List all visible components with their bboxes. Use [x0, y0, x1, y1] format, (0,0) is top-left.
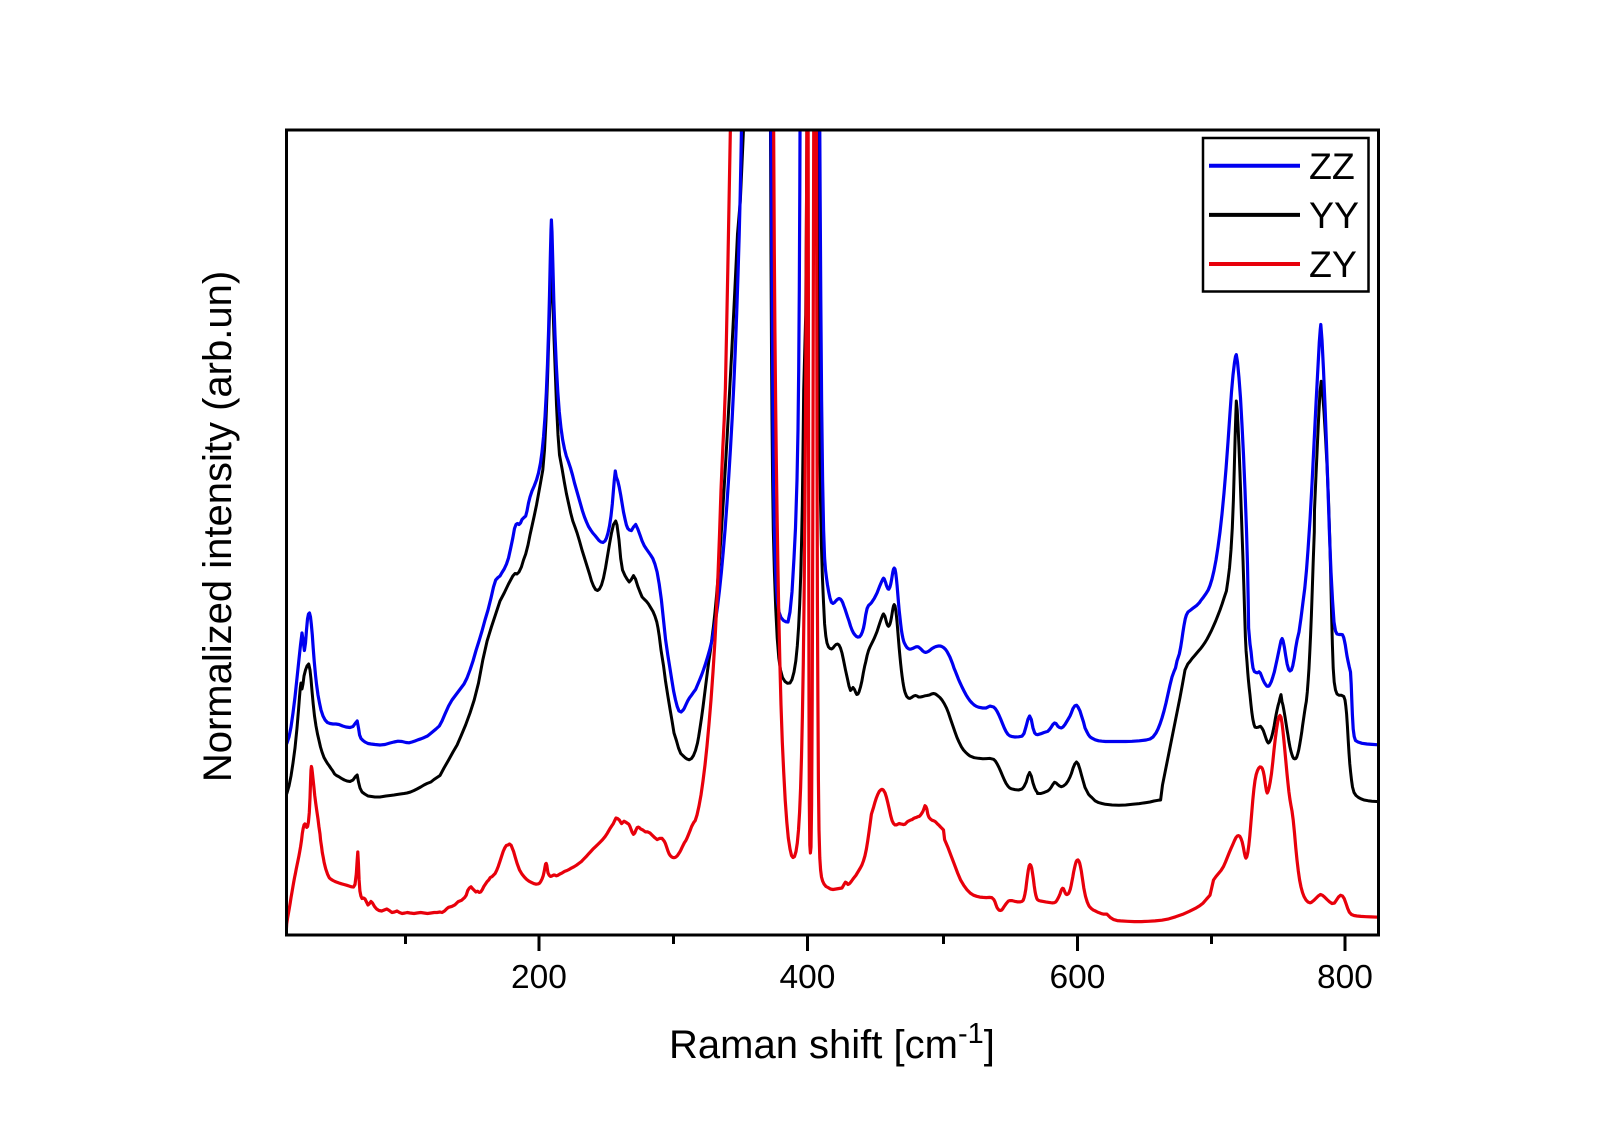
svg-text:200: 200: [511, 959, 567, 996]
svg-text:ZZ: ZZ: [1309, 145, 1355, 187]
svg-text:400: 400: [780, 959, 836, 996]
svg-text:Normalized intensity (arb.un): Normalized intensity (arb.un): [196, 271, 240, 782]
svg-text:800: 800: [1317, 959, 1373, 996]
svg-text:ZY: ZY: [1309, 243, 1357, 285]
svg-text:YY: YY: [1309, 194, 1359, 236]
svg-text:Raman shift [cm-1]: Raman shift [cm-1]: [669, 1018, 995, 1067]
svg-text:600: 600: [1050, 959, 1106, 996]
